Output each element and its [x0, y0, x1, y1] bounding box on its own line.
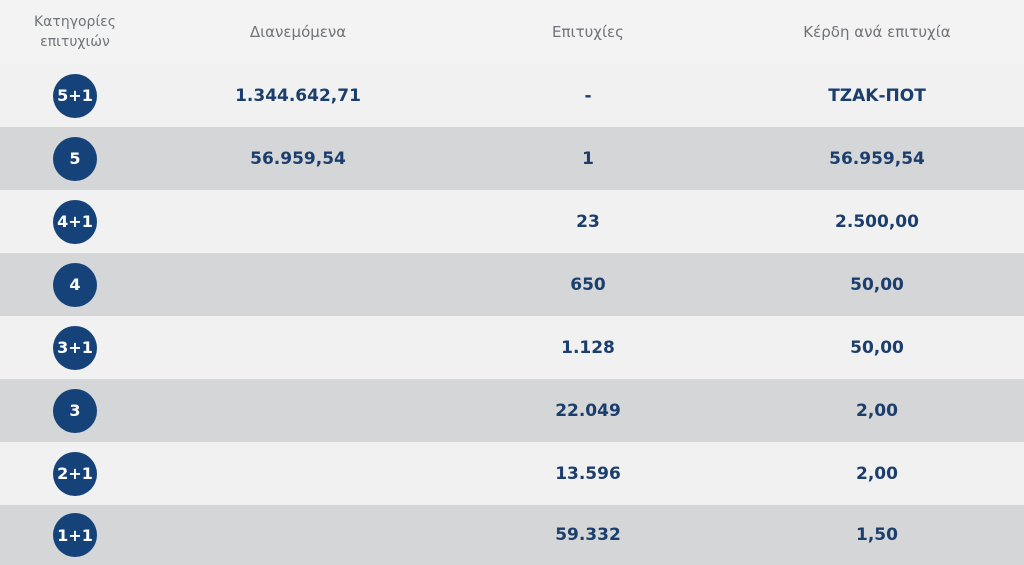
table-row: 4+1 23 2.500,00	[0, 190, 1024, 253]
winners-cell: 59.332	[555, 525, 621, 545]
distributed-cell	[150, 316, 446, 379]
category-badge: 5+1	[53, 73, 97, 118]
category-badge: 4	[53, 262, 97, 307]
table-header: Κατηγορίες επιτυχιών Διανεμόμενα Επιτυχί…	[0, 0, 1024, 64]
category-badge: 1+1	[53, 513, 97, 557]
distributed-cell	[150, 442, 446, 505]
header-prize: Κέρδη ανά επιτυχία	[803, 23, 951, 41]
winners-cell: 1	[582, 148, 594, 169]
header-winners: Επιτυχίες	[552, 23, 624, 41]
prize-cell: 2,00	[856, 463, 898, 484]
prize-cell: 2,00	[856, 400, 898, 421]
winners-cell: 1.128	[561, 337, 615, 358]
category-badge: 4+1	[53, 199, 97, 244]
table-row: 4 650 50,00	[0, 253, 1024, 316]
distributed-cell	[150, 505, 446, 565]
prize-cell: 1,50	[856, 525, 898, 545]
category-badge: 2+1	[53, 451, 97, 496]
winners-cell: 13.596	[555, 463, 621, 484]
table-row: 2+1 13.596 2,00	[0, 442, 1024, 505]
prize-cell: ΤΖΑΚ-ΠΟΤ	[828, 85, 926, 106]
category-badge: 3	[53, 388, 97, 433]
table-row: 3+1 1.128 50,00	[0, 316, 1024, 379]
category-badge: 5	[53, 136, 97, 181]
distributed-cell	[150, 379, 446, 442]
winners-cell: 22.049	[555, 400, 621, 421]
header-category: Κατηγορίες επιτυχιών	[34, 14, 116, 50]
table-row: 1+1 59.332 1,50	[0, 505, 1024, 565]
table-row: 5 56.959,54 1 56.959,54	[0, 127, 1024, 190]
table-row: 3 22.049 2,00	[0, 379, 1024, 442]
prize-cell: 50,00	[850, 337, 904, 358]
distributed-cell	[150, 253, 446, 316]
winners-cell: 650	[570, 274, 606, 295]
distributed-cell: 56.959,54	[250, 148, 346, 169]
prize-cell: 56.959,54	[829, 148, 925, 169]
distributed-cell	[150, 190, 446, 253]
category-badge: 3+1	[53, 325, 97, 370]
winners-cell: -	[584, 85, 592, 106]
table-row: 5+1 1.344.642,71 - ΤΖΑΚ-ΠΟΤ	[0, 64, 1024, 127]
prize-cell: 2.500,00	[835, 211, 919, 232]
header-distributed: Διανεμόμενα	[249, 23, 347, 41]
table-body: 5+1 1.344.642,71 - ΤΖΑΚ-ΠΟΤ 5 56.959,54 …	[0, 64, 1024, 565]
prize-cell: 50,00	[850, 274, 904, 295]
distributed-cell: 1.344.642,71	[235, 85, 361, 106]
winners-cell: 23	[576, 211, 600, 232]
